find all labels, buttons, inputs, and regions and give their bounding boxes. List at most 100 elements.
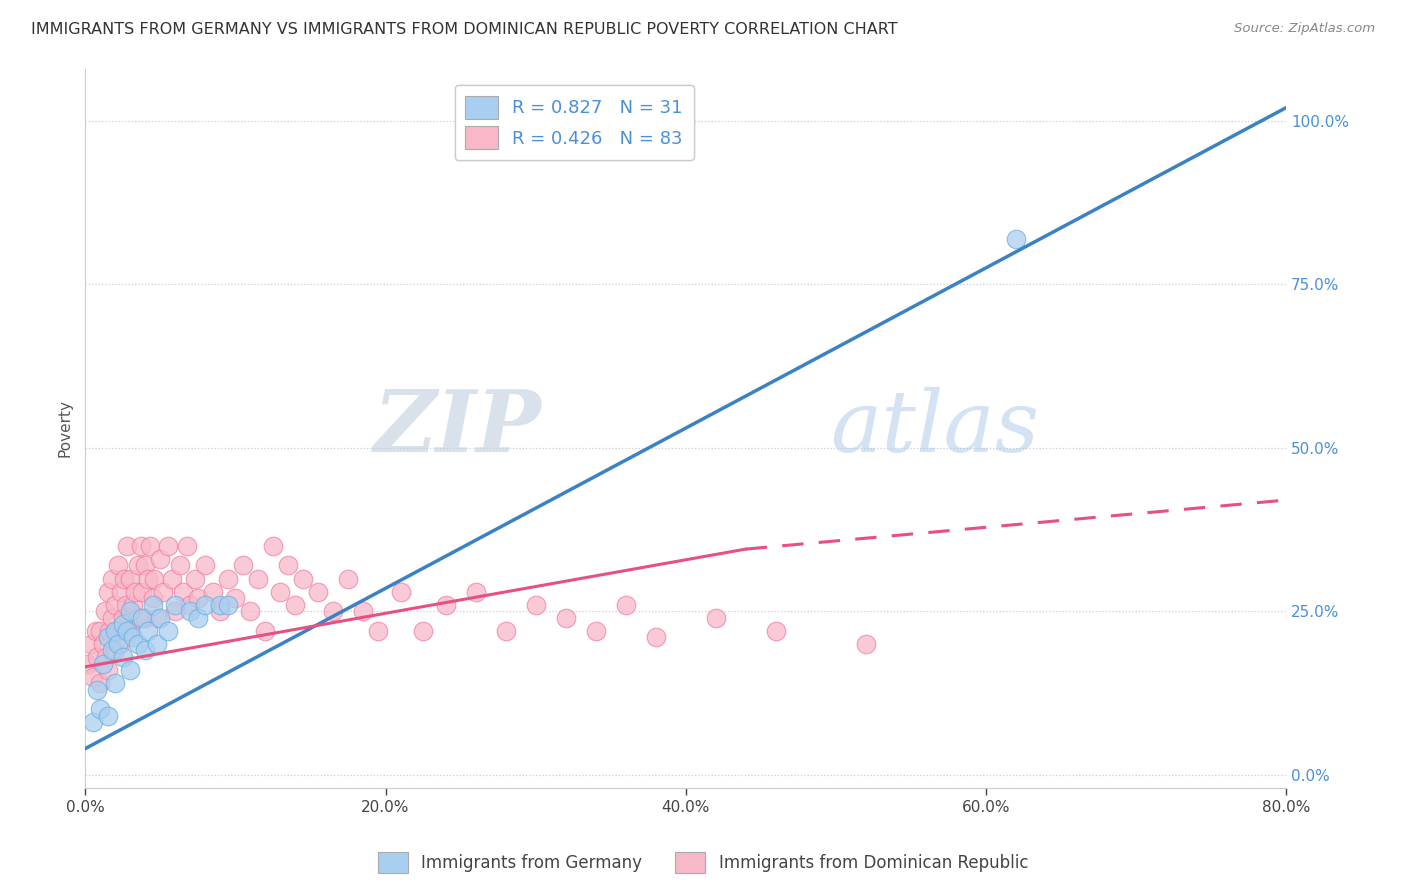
Point [107, 637, 129, 651]
Point [97, 709, 120, 723]
Point [122, 598, 145, 612]
Point [495, 624, 517, 638]
Point [284, 598, 307, 612]
Point [209, 598, 232, 612]
Point [111, 617, 134, 632]
Point [434, 598, 457, 612]
Point [101, 643, 124, 657]
Point [217, 598, 239, 612]
Point [84, 624, 107, 638]
Point [122, 631, 145, 645]
Point [89, 676, 111, 690]
Point [554, 611, 576, 625]
Point [134, 643, 156, 657]
Point [412, 624, 434, 638]
Point [224, 591, 246, 606]
Point [165, 604, 187, 618]
Point [89, 702, 111, 716]
Legend: R = 0.827   N = 31, R = 0.426   N = 83: R = 0.827 N = 31, R = 0.426 N = 83 [454, 85, 693, 160]
Point [464, 584, 486, 599]
Point [146, 611, 169, 625]
Text: Source: ZipAtlas.com: Source: ZipAtlas.com [1234, 22, 1375, 36]
Point [367, 624, 389, 638]
Legend: Immigrants from Germany, Immigrants from Dominican Republic: Immigrants from Germany, Immigrants from… [371, 846, 1035, 880]
Point [107, 624, 129, 638]
Point [117, 624, 139, 638]
Text: atlas: atlas [830, 387, 1039, 469]
Point [138, 624, 160, 638]
Point [232, 558, 254, 573]
Point [101, 572, 124, 586]
Point [337, 572, 360, 586]
Point [307, 584, 329, 599]
Point [120, 624, 142, 638]
Point [644, 631, 666, 645]
Point [124, 584, 146, 599]
Point [107, 558, 129, 573]
Y-axis label: Poverty: Poverty [58, 399, 72, 457]
Point [134, 611, 156, 625]
Point [108, 637, 131, 651]
Point [127, 558, 149, 573]
Point [179, 604, 201, 618]
Point [131, 584, 153, 599]
Point [127, 611, 149, 625]
Point [115, 598, 138, 612]
Point [131, 611, 153, 625]
Point [127, 637, 149, 651]
Point [94, 604, 117, 618]
Point [77, 657, 100, 671]
Point [165, 598, 187, 612]
Point [187, 591, 209, 606]
Point [101, 611, 124, 625]
Point [201, 584, 224, 599]
Point [96, 650, 118, 665]
Point [142, 591, 165, 606]
Point [142, 598, 165, 612]
Point [169, 558, 191, 573]
Point [291, 572, 314, 586]
Point [98, 624, 121, 638]
Point [217, 572, 239, 586]
Point [80, 637, 103, 651]
Point [129, 539, 152, 553]
Point [86, 682, 108, 697]
Point [149, 552, 172, 566]
Point [117, 539, 139, 553]
Point [172, 584, 194, 599]
Point [93, 637, 115, 651]
Point [149, 611, 172, 625]
Point [389, 584, 412, 599]
Point [134, 558, 156, 573]
Point [162, 572, 184, 586]
Point [277, 558, 299, 573]
Point [111, 611, 134, 625]
Point [855, 637, 877, 651]
Point [1004, 231, 1026, 245]
Point [262, 539, 284, 553]
Point [765, 624, 787, 638]
Point [120, 663, 142, 677]
Point [104, 676, 127, 690]
Point [524, 598, 547, 612]
Point [104, 643, 127, 657]
Point [104, 598, 127, 612]
Point [146, 637, 169, 651]
Point [184, 572, 207, 586]
Point [322, 604, 344, 618]
Point [82, 715, 104, 730]
Point [104, 624, 127, 638]
Point [120, 572, 142, 586]
Point [111, 650, 134, 665]
Point [254, 624, 277, 638]
Point [86, 650, 108, 665]
Point [239, 604, 262, 618]
Point [194, 558, 217, 573]
Point [112, 572, 135, 586]
Point [194, 598, 217, 612]
Point [209, 604, 232, 618]
Point [139, 539, 162, 553]
Point [704, 611, 727, 625]
Point [138, 572, 160, 586]
Point [120, 604, 142, 618]
